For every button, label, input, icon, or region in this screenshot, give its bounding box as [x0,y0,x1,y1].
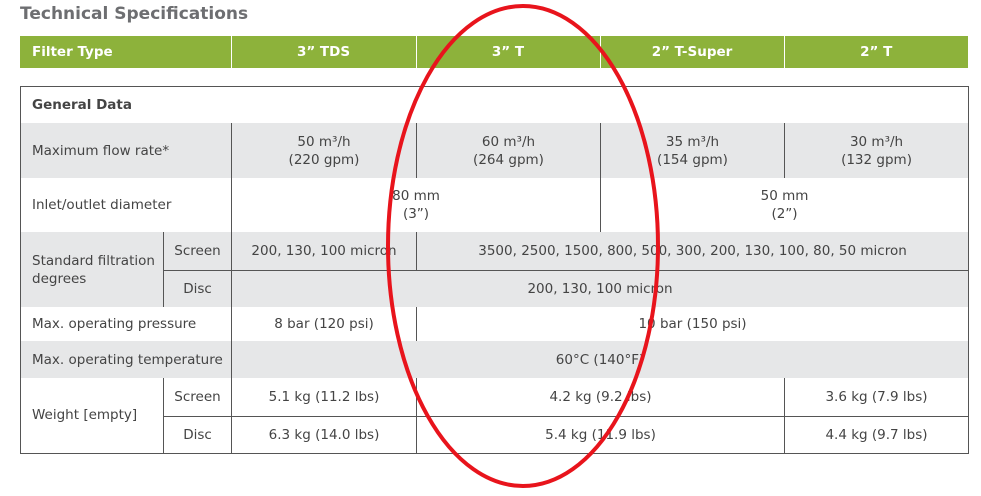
sub-label: Screen [163,232,232,270]
cell: 4.4 kg (9.7 lbs) [783,415,969,453]
sub-label: Disc [163,269,232,307]
header-cell: 3” TDS [230,36,416,68]
header-cell: 3” T [415,36,600,68]
row: Disc 6.3 kg (14.0 lbs) 5.4 kg (11.9 lbs)… [21,415,969,453]
cell: 200, 130, 100 micron [231,232,417,270]
sub-label: Screen [163,378,232,416]
cell: 3.6 kg (7.9 lbs) [783,378,969,416]
cell: 60 m³/h (264 gpm) [416,123,601,178]
header-cell: Filter Type [20,36,231,68]
row-label: Inlet/outlet diameter [32,197,172,213]
cell: 200, 130, 100 micron [230,269,969,307]
page-title: Technical Specifications [20,4,249,24]
line: (132 gpm) [841,151,912,168]
row: Max. operating pressure 8 bar (120 psi) … [21,307,969,341]
cell: 60°C (140°F) [230,341,969,378]
cell: 50 m³/h (220 gpm) [231,123,417,178]
sub-label: Disc [163,415,232,453]
spec-table: General Data Maximum flow rate* 50 m³/h(… [20,86,970,454]
line: 60 m³/h [481,133,536,150]
header-cell: 2” T-Super [599,36,784,68]
row: Max. operating temperature 60°C (140°F) [20,341,969,378]
row: Inlet/outlet diameter 80 mm (3”) 50 mm (2”… [21,178,969,232]
line: 80 mm [392,188,440,204]
row-label: Max. operating pressure [32,316,197,332]
line: (264 gpm) [473,151,544,168]
line: 50 m³/h [297,133,351,150]
row-label: Standard filtration degrees [20,232,164,307]
row-label: Max. operating temperature [20,341,232,378]
row-label: Weight [empty] [32,407,138,424]
header-row: Filter Type 3” TDS 3” T 2” T-Super 2” T [20,36,968,68]
line: 30 m³/h [849,133,904,150]
line: (154 gpm) [657,151,728,168]
row: Disc 200, 130, 100 micron [21,269,969,307]
section-row: General Data [21,87,969,124]
cell: 6.3 kg (14.0 lbs) [231,415,417,453]
cell: 5.4 kg (11.9 lbs) [416,415,785,453]
line: 50 mm [760,188,809,204]
cell: 3500, 2500, 1500, 800, 500, 300, 200, 13… [415,232,969,270]
row-label: Maximum flow rate* [20,123,232,178]
header-cell: 2” T [783,36,968,68]
cell: 8 bar (120 psi) [231,307,417,341]
cell: 50 mm (2”) [599,178,969,232]
row: Weight [empty] Screen 5.1 kg (11.2 lbs) … [21,378,969,423]
header-table: Filter Type 3” TDS 3” T 2” T-Super 2” T [20,36,968,68]
line: (2”) [771,206,798,222]
cell: 5.1 kg (11.2 lbs) [231,378,417,416]
row: Standard filtration degrees Screen 200, … [20,232,969,307]
line: 35 m³/h [665,133,720,150]
cell: 4.2 kg (9.2 lbs) [416,378,785,416]
line: (220 gpm) [288,151,360,168]
section-title: General Data [32,97,132,113]
cell: 35 m³/h (154 gpm) [600,123,785,178]
cell: 30 m³/h (132 gpm) [783,123,969,178]
cell: 80 mm (3”) [231,178,601,232]
cell: 10 bar (150 psi) [415,307,969,341]
line: (3”) [402,206,430,222]
row: Maximum flow rate* 50 m³/h (220 gpm) 60 m… [20,123,969,178]
